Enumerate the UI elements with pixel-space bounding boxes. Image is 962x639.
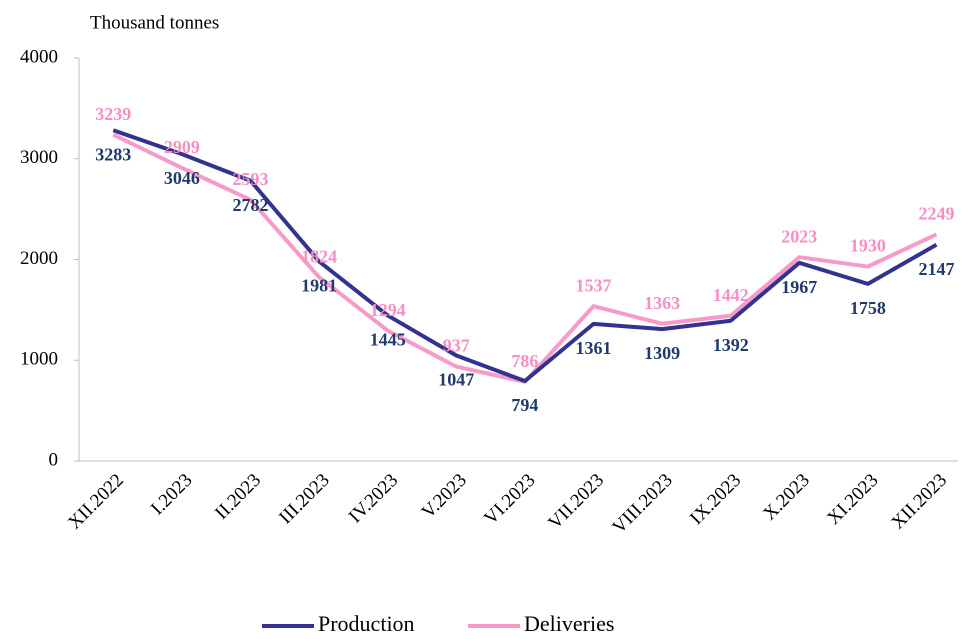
data-label: 794 xyxy=(511,395,538,415)
data-label: 1309 xyxy=(644,343,680,363)
legend-label: Deliveries xyxy=(524,611,614,636)
data-label: 1047 xyxy=(438,370,474,390)
data-label: 3239 xyxy=(95,104,131,124)
data-label: 2593 xyxy=(233,169,269,189)
x-tick-label: V.2023 xyxy=(418,470,471,523)
data-label: 2782 xyxy=(233,195,269,215)
x-tick-label: XI.2023 xyxy=(823,470,882,529)
y-tick-label: 4000 xyxy=(20,46,58,67)
data-label: 2023 xyxy=(781,226,817,246)
y-tick-label: 0 xyxy=(49,449,59,470)
data-label: 1537 xyxy=(576,275,612,295)
x-tick-label: IX.2023 xyxy=(686,470,745,529)
data-label: 1442 xyxy=(713,285,749,305)
x-tick-label: X.2023 xyxy=(759,470,814,525)
x-tick-label: IV.2023 xyxy=(345,470,403,528)
data-label: 2147 xyxy=(919,259,955,279)
x-tick-label: XII.2022 xyxy=(64,470,128,534)
y-tick-label: 2000 xyxy=(20,248,58,269)
x-tick-label: VIII.2023 xyxy=(609,470,677,538)
x-tick-label: II.2023 xyxy=(211,470,265,524)
x-tick-label: XII.2023 xyxy=(887,470,951,534)
y-axis-label: Thousand tonnes xyxy=(90,12,219,33)
data-label: 1967 xyxy=(781,277,817,297)
data-label: 1363 xyxy=(644,293,680,313)
data-label: 1930 xyxy=(850,236,886,256)
data-label: 2909 xyxy=(164,137,200,157)
data-label: 1294 xyxy=(370,300,406,320)
x-tick-label: III.2023 xyxy=(275,470,334,529)
x-tick-label: I.2023 xyxy=(147,470,197,520)
data-label: 1981 xyxy=(301,276,337,296)
legend-label: Production xyxy=(318,611,415,636)
data-label: 937 xyxy=(443,336,470,356)
data-label: 3046 xyxy=(164,168,200,188)
series-line xyxy=(112,128,938,384)
data-label: 1392 xyxy=(713,335,749,355)
data-label: 786 xyxy=(511,351,538,371)
data-label: 1445 xyxy=(370,330,406,350)
data-label: 1361 xyxy=(576,338,612,358)
data-label: 1758 xyxy=(850,298,886,318)
x-tick-label: VII.2023 xyxy=(544,470,608,534)
y-tick-label: 3000 xyxy=(20,147,58,168)
y-tick-label: 1000 xyxy=(20,349,58,370)
data-label: 3283 xyxy=(95,144,131,164)
data-label: 1824 xyxy=(301,246,337,266)
data-label: 2249 xyxy=(919,204,955,224)
x-tick-label: VI.2023 xyxy=(480,470,539,529)
